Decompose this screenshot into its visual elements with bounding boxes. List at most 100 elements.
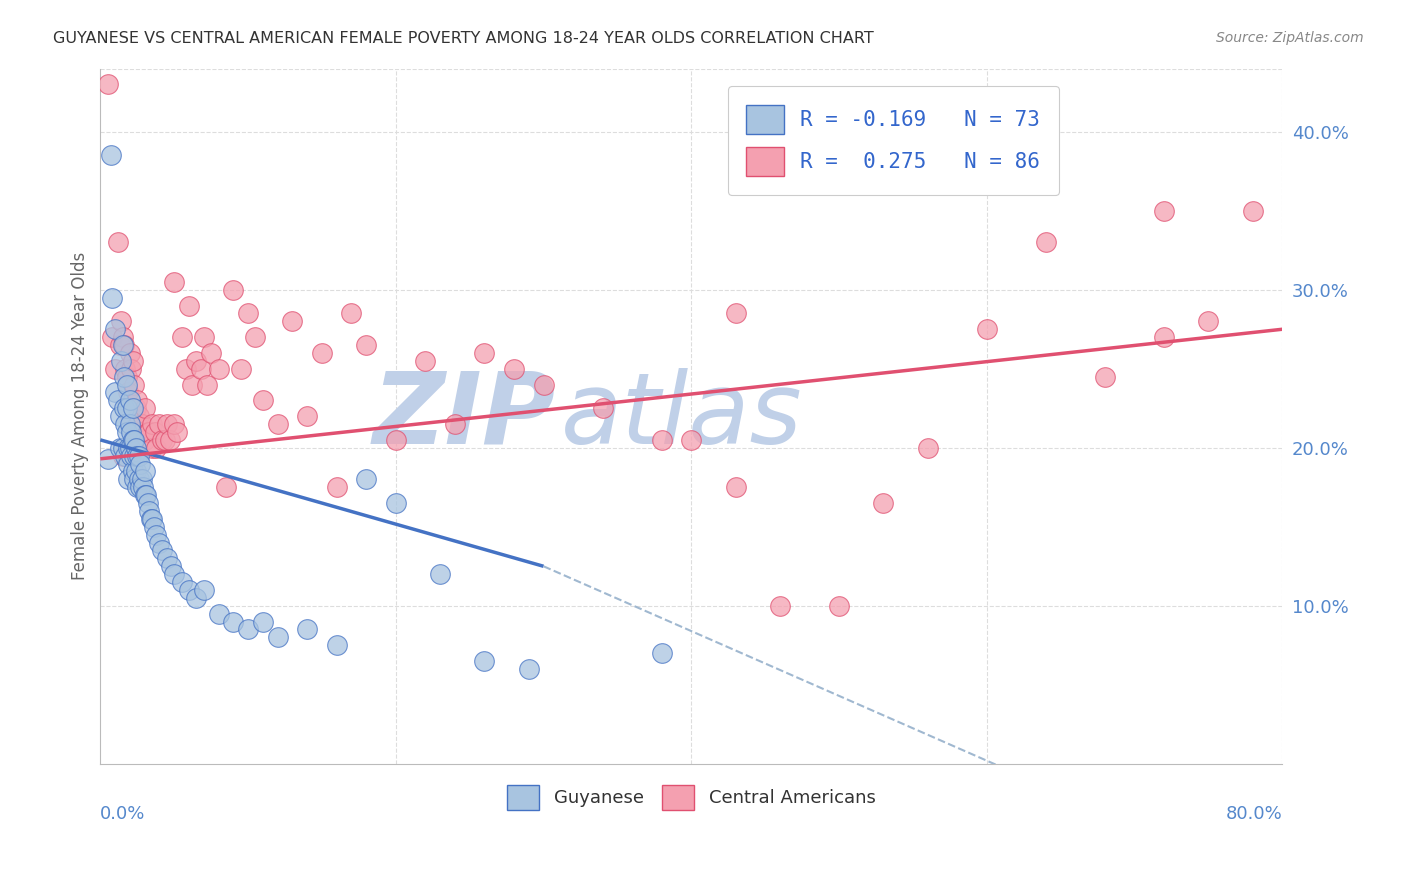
Point <box>1153 330 1175 344</box>
Point <box>429 567 451 582</box>
Point <box>131 472 153 486</box>
Text: Source: ZipAtlas.com: Source: ZipAtlas.com <box>1216 31 1364 45</box>
Point <box>177 582 200 597</box>
Point <box>195 377 218 392</box>
Point <box>108 409 131 424</box>
Point <box>124 377 146 392</box>
Point <box>127 417 149 431</box>
Text: atlas: atlas <box>561 368 803 465</box>
Point <box>295 623 318 637</box>
Point <box>252 615 274 629</box>
Point <box>112 401 135 416</box>
Point <box>120 361 142 376</box>
Point <box>124 472 146 486</box>
Point <box>108 338 131 352</box>
Point <box>163 417 186 431</box>
Point <box>503 361 526 376</box>
Point <box>97 451 120 466</box>
Point <box>111 330 134 344</box>
Point <box>117 385 139 400</box>
Point <box>163 275 186 289</box>
Point <box>125 441 148 455</box>
Point <box>115 425 138 439</box>
Point <box>186 591 208 605</box>
Point <box>252 393 274 408</box>
Point <box>117 472 139 486</box>
Point <box>110 354 132 368</box>
Point <box>325 638 347 652</box>
Point <box>724 480 747 494</box>
Text: ZIP: ZIP <box>373 368 555 465</box>
Point <box>174 361 197 376</box>
Point <box>681 433 703 447</box>
Point <box>266 631 288 645</box>
Point <box>229 361 252 376</box>
Point <box>125 465 148 479</box>
Point <box>190 361 212 376</box>
Point <box>121 433 143 447</box>
Point <box>356 338 378 352</box>
Point <box>115 369 138 384</box>
Point <box>148 535 170 549</box>
Point <box>1241 203 1264 218</box>
Point <box>131 417 153 431</box>
Point <box>114 449 136 463</box>
Legend: Guyanese, Central Americans: Guyanese, Central Americans <box>499 777 883 817</box>
Point <box>118 393 141 408</box>
Point <box>110 314 132 328</box>
Point <box>97 78 120 92</box>
Point <box>142 520 165 534</box>
Point <box>1153 203 1175 218</box>
Point <box>266 417 288 431</box>
Point <box>148 417 170 431</box>
Point <box>132 480 155 494</box>
Point <box>141 512 163 526</box>
Point <box>127 393 149 408</box>
Point <box>215 480 238 494</box>
Point <box>236 623 259 637</box>
Point <box>138 504 160 518</box>
Point <box>474 654 496 668</box>
Point <box>156 417 179 431</box>
Point <box>104 361 127 376</box>
Point <box>121 354 143 368</box>
Point <box>325 480 347 494</box>
Point <box>115 377 138 392</box>
Point <box>114 417 136 431</box>
Text: 0.0%: 0.0% <box>100 805 146 823</box>
Point <box>163 567 186 582</box>
Point <box>120 449 142 463</box>
Point <box>101 291 124 305</box>
Point <box>145 527 167 541</box>
Point <box>200 346 222 360</box>
Point <box>138 425 160 439</box>
Point <box>117 457 139 471</box>
Point <box>311 346 333 360</box>
Point <box>135 488 157 502</box>
Point <box>1197 314 1219 328</box>
Point <box>121 417 143 431</box>
Point <box>111 338 134 352</box>
Point <box>121 401 143 416</box>
Point <box>181 377 204 392</box>
Point <box>170 575 193 590</box>
Text: GUYANESE VS CENTRAL AMERICAN FEMALE POVERTY AMONG 18-24 YEAR OLDS CORRELATION CH: GUYANESE VS CENTRAL AMERICAN FEMALE POVE… <box>53 31 875 46</box>
Point <box>222 615 245 629</box>
Point <box>193 582 215 597</box>
Point <box>166 425 188 439</box>
Point <box>917 441 939 455</box>
Point <box>143 425 166 439</box>
Point <box>517 662 540 676</box>
Point <box>340 306 363 320</box>
Point <box>828 599 851 613</box>
Point <box>125 401 148 416</box>
Point <box>128 472 150 486</box>
Point <box>125 433 148 447</box>
Point <box>152 543 174 558</box>
Point <box>145 441 167 455</box>
Point <box>281 314 304 328</box>
Point <box>136 496 159 510</box>
Point <box>118 417 141 431</box>
Point <box>245 330 267 344</box>
Point <box>104 322 127 336</box>
